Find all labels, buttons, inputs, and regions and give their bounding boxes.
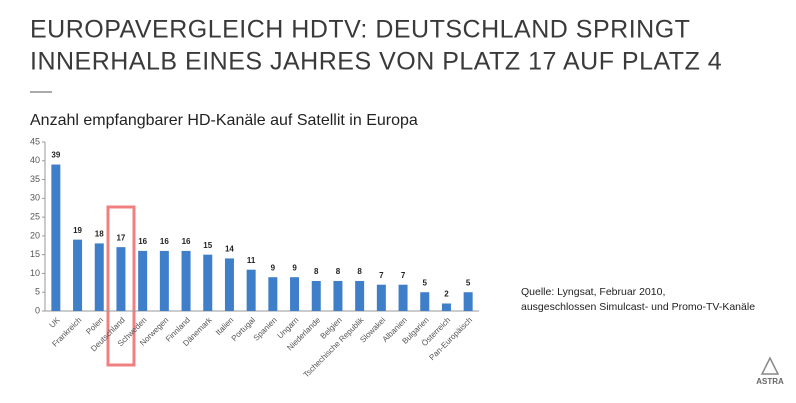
title-line: INNERHALB EINES JAHRES VON PLATZ 17 AUF … [30,48,722,76]
y-tick-label: 10 [30,268,40,278]
data-label: 5 [423,278,428,287]
data-label: 14 [225,245,234,254]
bar [246,269,256,311]
y-tick-label: 45 [30,136,40,146]
data-label: 16 [182,237,191,246]
x-tick-label: Spanien [252,316,279,343]
data-label: 16 [138,237,147,246]
data-label: 8 [336,267,341,276]
bar [203,254,213,311]
subtitle: Anzahl empfangbarer HD-Kanäle auf Satell… [30,112,418,129]
x-tick-label: UK [48,315,63,330]
highlight-box [106,205,136,367]
bar [398,284,408,311]
data-label: 9 [292,263,297,272]
source-line: ausgeschlossen Simulcast- und Promo-TV-K… [521,301,755,313]
bar [355,280,365,311]
y-tick-label: 40 [30,155,40,165]
bar [311,280,321,311]
bar [376,284,386,311]
bar [116,247,126,311]
bar [420,292,430,311]
bar [94,243,104,311]
title-line: EUROPAVERGLEICH HDTV: DEUTSCHLAND SPRING… [30,16,690,44]
data-label: 2 [444,290,449,299]
data-label: 9 [271,263,276,272]
data-label: 18 [95,230,104,239]
y-tick-label: 5 [35,287,40,297]
bar [51,164,61,311]
bar [73,239,83,311]
bar [333,280,343,311]
data-label: 8 [314,267,319,276]
data-label: 19 [73,226,82,235]
y-tick-label: 30 [30,193,40,203]
logo-icon [760,356,780,375]
data-label: 5 [466,278,471,287]
data-label: 17 [116,233,125,242]
bar [290,277,300,311]
data-label: 16 [160,237,169,246]
y-tick-label: 0 [35,305,40,315]
y-tick-label: 25 [30,211,40,221]
bar [441,303,451,311]
bar [463,292,473,311]
y-tick-label: 35 [30,174,40,184]
y-tick-label: 20 [30,230,40,240]
data-label: 7 [379,271,384,280]
bar [224,258,234,311]
bar [159,250,169,311]
data-label: 11 [247,256,256,265]
bar [138,250,148,311]
data-label: 39 [51,151,60,160]
logo-text: ASTRA [756,377,784,386]
bar [181,250,191,311]
y-tick-label: 15 [30,249,40,259]
data-label: 8 [357,267,362,276]
data-label: 7 [401,271,406,280]
bar [268,277,278,311]
source-line: Quelle: Lyngsat, Februar 2010, [521,286,665,298]
data-label: 15 [203,241,212,250]
